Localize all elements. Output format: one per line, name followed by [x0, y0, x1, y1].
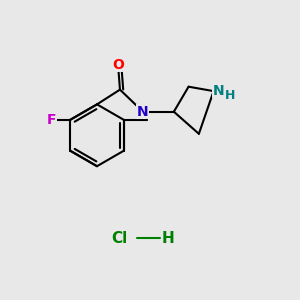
Text: Cl: Cl [111, 231, 127, 246]
Text: F: F [46, 113, 56, 127]
Text: H: H [161, 231, 174, 246]
Text: N: N [213, 83, 225, 98]
Text: H: H [225, 89, 235, 102]
Text: N: N [137, 105, 149, 119]
Text: O: O [112, 58, 124, 72]
